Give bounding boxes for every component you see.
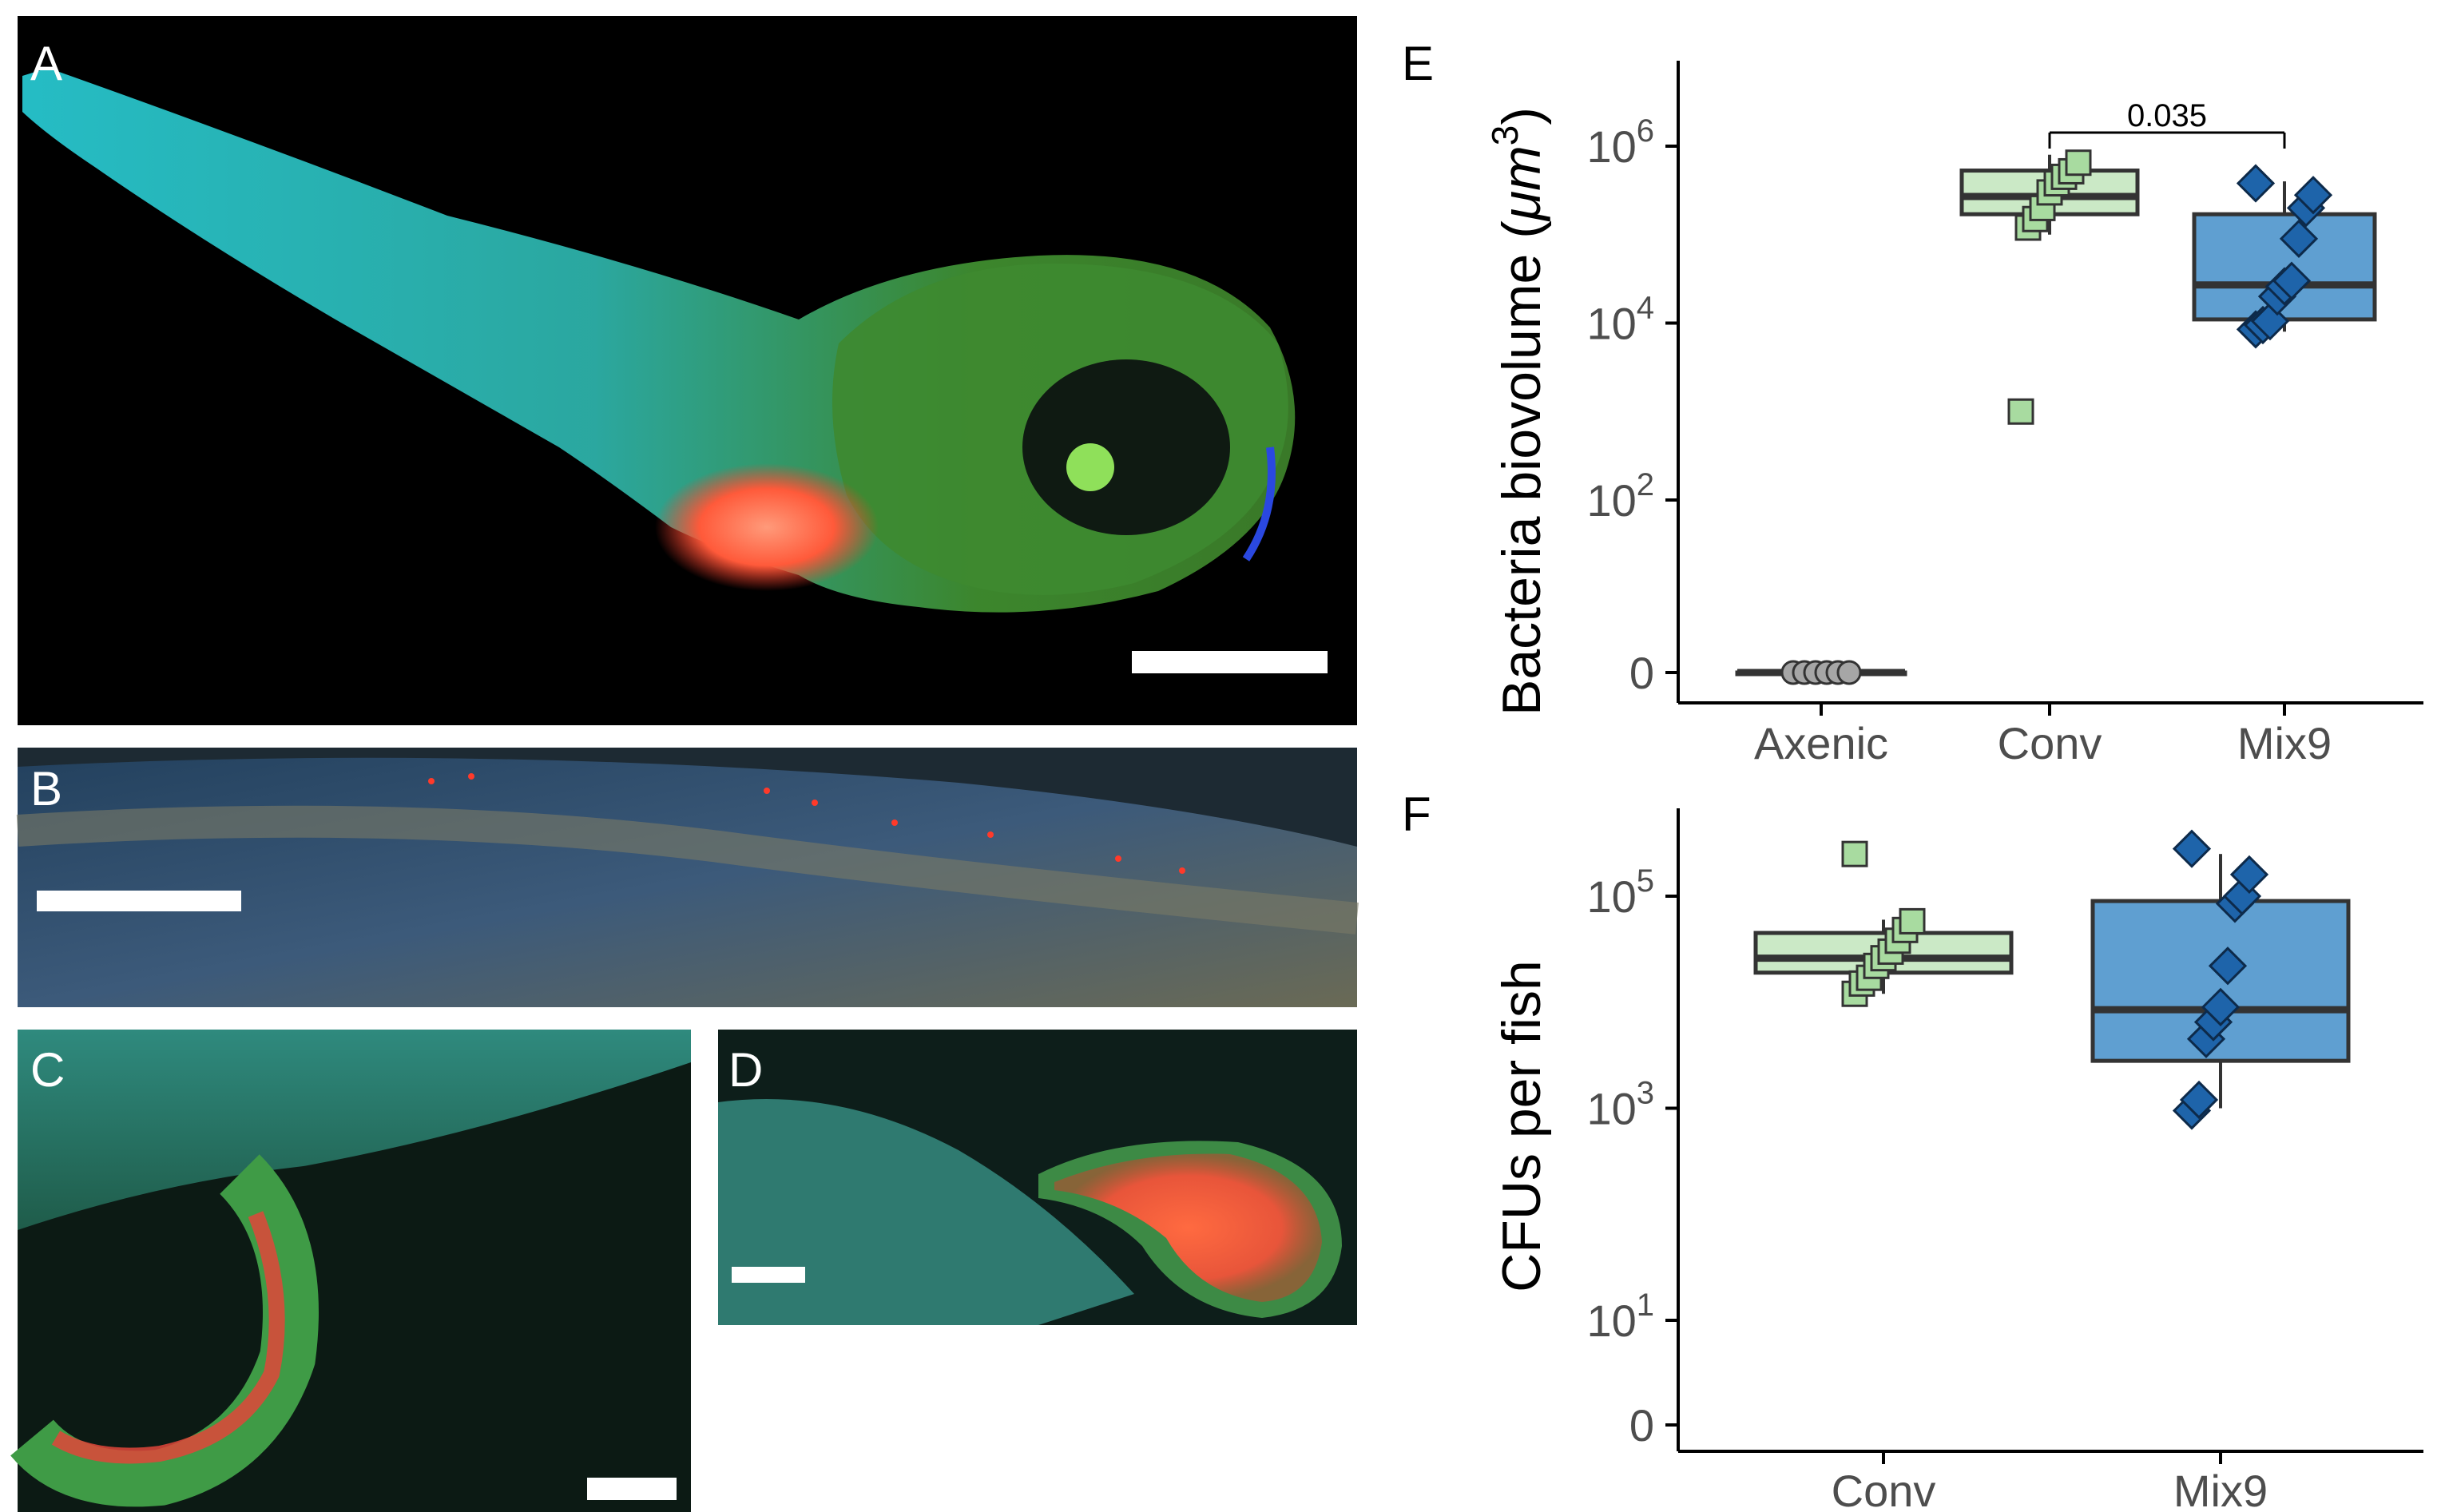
gut-red-signal (655, 463, 879, 591)
y-tick-exponent: 2 (1637, 467, 1654, 502)
panel-letter-e: E (1402, 37, 1434, 90)
data-point (2007, 398, 2034, 425)
panel-letter-a: A (30, 37, 62, 90)
panel-letter-d: D (728, 1043, 763, 1097)
y-title-text-e: Bacteria biovolume ( (1491, 220, 1552, 716)
y-axis-title-e: Bacteria biovolume (μm3) (1484, 107, 1552, 716)
y-tick-base: 10 (1586, 299, 1636, 349)
y-title-unit-e: μm (1491, 145, 1552, 222)
y-tick-label: 0 (1629, 648, 1654, 698)
y-tick-label: 105 (1586, 863, 1654, 922)
y-tick-base: 10 (1586, 475, 1636, 526)
data-point (2293, 176, 2333, 215)
x-tick-label: Conv (1998, 718, 2102, 768)
points-f (1841, 829, 2269, 1130)
microscopy-panel-b: B (16, 748, 1359, 1007)
y-title-close-e: ) (1491, 107, 1552, 125)
y-tick-base: 10 (1586, 1296, 1636, 1346)
tissue-c-muscle (18, 1030, 691, 1230)
data-point (2201, 987, 2241, 1026)
microscopy-panel-c: C (10, 1030, 691, 1512)
data-point (2279, 219, 2319, 258)
x-tick-label: Mix9 (2237, 718, 2332, 768)
y-tick-label: 0 (1629, 1400, 1654, 1450)
data-point (2208, 946, 2248, 986)
p-value-label: 0.035 (2127, 98, 2207, 133)
data-point (1899, 907, 1926, 935)
gut-c (10, 1154, 319, 1507)
data-point (2065, 149, 2092, 177)
y-tick-label: 101 (1586, 1288, 1654, 1346)
lens (1066, 443, 1114, 491)
x-tick-label: Conv (1832, 1466, 1936, 1512)
scale-bar-d (732, 1267, 805, 1283)
microscopy-panel-a: A (18, 16, 1357, 725)
blue-edge (1242, 446, 1276, 562)
data-point (2272, 261, 2312, 300)
eye (1022, 359, 1230, 535)
panel-letter-b: B (30, 762, 62, 816)
panel-letter-f: F (1402, 788, 1431, 841)
y-tick-label: 103 (1586, 1076, 1654, 1134)
y-tick-exponent: 4 (1637, 291, 1654, 326)
y-tick-label: 106 (1586, 113, 1654, 172)
bacteria-dots-b (428, 773, 1185, 874)
red-signal-c (51, 1211, 285, 1464)
x-ticks-f: Conv Mix9 (1832, 1451, 2268, 1512)
y-tick-base: 0 (1629, 648, 1654, 698)
points-e (1780, 149, 2333, 685)
y-tick-base: 10 (1586, 871, 1636, 922)
y-tick-base: 10 (1586, 121, 1636, 172)
data-point (1836, 660, 1862, 685)
data-point (2236, 164, 2276, 203)
scale-bar-a (1132, 651, 1328, 673)
data-point (2229, 855, 2269, 895)
x-tick-label: Mix9 (2173, 1466, 2268, 1512)
data-point (2172, 829, 2212, 868)
scale-bar-b (37, 891, 241, 911)
y-tick-exponent: 3 (1637, 1076, 1654, 1111)
panel-letter-c: C (30, 1043, 65, 1097)
tissue-d-muscle (718, 1099, 1134, 1325)
y-tick-label: 104 (1586, 291, 1654, 349)
y-tick-base: 0 (1629, 1400, 1654, 1450)
data-point (1841, 840, 1868, 867)
y-axis-title-f: CFUs per fish (1491, 960, 1552, 1292)
y-tick-exponent: 5 (1637, 863, 1654, 899)
boxes-e (1735, 154, 2377, 677)
x-ticks-e: Axenic Conv Mix9 (1754, 703, 2332, 768)
red-signal-d (1054, 1153, 1322, 1302)
y-tick-exponent: 6 (1637, 113, 1654, 149)
data-point (2179, 1080, 2219, 1120)
scale-bar-c (587, 1478, 677, 1500)
y-tick-label: 102 (1586, 467, 1654, 526)
y-title-sup-e: 3 (1484, 125, 1526, 146)
microscopy-panel-d: D (718, 1030, 1357, 1325)
significance-annotation-e: 0.035 (2048, 98, 2286, 149)
y-tick-exponent: 1 (1637, 1288, 1654, 1323)
tissue-band-b (16, 805, 1359, 935)
x-tick-label: Axenic (1754, 718, 1888, 768)
y-tick-base: 10 (1586, 1084, 1636, 1134)
